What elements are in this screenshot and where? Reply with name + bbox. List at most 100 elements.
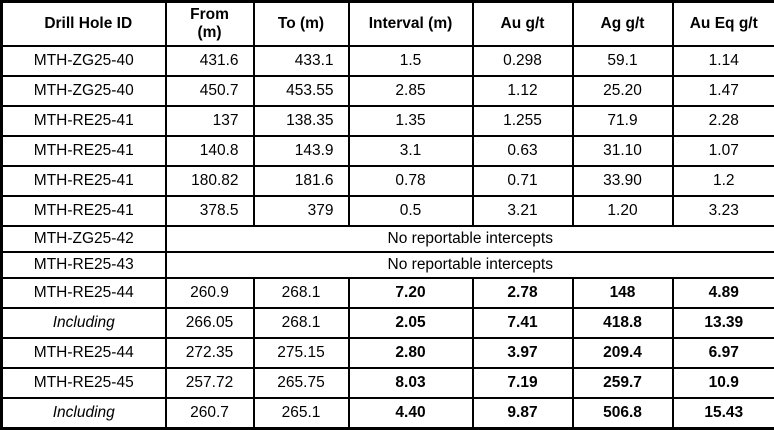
drill-hole-id-cell: Including <box>2 398 166 429</box>
ag-cell: 418.8 <box>573 308 673 338</box>
ag-cell: 25.20 <box>573 76 673 106</box>
drill-hole-id-cell: MTH-RE25-41 <box>2 106 166 136</box>
au-eq-cell: 13.39 <box>673 308 774 338</box>
from-cell: 272.35 <box>166 338 254 368</box>
au-eq-cell: 3.23 <box>673 196 774 226</box>
interval-cell: 0.78 <box>349 166 473 196</box>
au-eq-cell: 10.9 <box>673 368 774 398</box>
from-cell: 266.05 <box>166 308 254 338</box>
drill-hole-id-cell: MTH-ZG25-42 <box>2 226 166 252</box>
interval-cell: 2.80 <box>349 338 473 368</box>
col-header-au-eq: Au Eq g/t <box>673 2 774 47</box>
to-cell: 265.1 <box>254 398 349 429</box>
table-row: MTH-RE25-44 260.9 268.1 7.20 2.78 148 4.… <box>2 278 774 308</box>
drill-hole-id-cell: MTH-RE25-41 <box>2 136 166 166</box>
ag-cell: 71.9 <box>573 106 673 136</box>
au-eq-cell: 1.2 <box>673 166 774 196</box>
au-cell: 2.78 <box>473 278 573 308</box>
table-row: MTH-RE25-45 257.72 265.75 8.03 7.19 259.… <box>2 368 774 398</box>
au-cell: 1.12 <box>473 76 573 106</box>
no-intercepts-note-cell: No reportable intercepts <box>166 226 774 252</box>
au-eq-cell: 6.97 <box>673 338 774 368</box>
interval-cell: 1.35 <box>349 106 473 136</box>
table-row: MTH-ZG25-40 431.6 433.1 1.5 0.298 59.1 1… <box>2 46 774 76</box>
drill-hole-id-cell: MTH-ZG25-40 <box>2 76 166 106</box>
to-cell: 138.35 <box>254 106 349 136</box>
au-eq-cell: 1.07 <box>673 136 774 166</box>
interval-cell: 3.1 <box>349 136 473 166</box>
au-eq-cell: 15.43 <box>673 398 774 429</box>
to-cell: 275.15 <box>254 338 349 368</box>
au-cell: 3.21 <box>473 196 573 226</box>
from-cell: 378.5 <box>166 196 254 226</box>
to-cell: 268.1 <box>254 308 349 338</box>
ag-cell: 209.4 <box>573 338 673 368</box>
table-row-no-intercepts: MTH-RE25-43 No reportable intercepts <box>2 252 774 278</box>
au-eq-cell: 1.14 <box>673 46 774 76</box>
to-cell: 433.1 <box>254 46 349 76</box>
au-eq-cell: 4.89 <box>673 278 774 308</box>
table-row: MTH-ZG25-40 450.7 453.55 2.85 1.12 25.20… <box>2 76 774 106</box>
interval-cell: 1.5 <box>349 46 473 76</box>
interval-cell: 4.40 <box>349 398 473 429</box>
no-intercepts-note-cell: No reportable intercepts <box>166 252 774 278</box>
ag-cell: 1.20 <box>573 196 673 226</box>
to-cell: 265.75 <box>254 368 349 398</box>
col-header-to: To (m) <box>254 2 349 47</box>
ag-cell: 506.8 <box>573 398 673 429</box>
ag-cell: 33.90 <box>573 166 673 196</box>
from-cell: 431.6 <box>166 46 254 76</box>
from-cell: 260.9 <box>166 278 254 308</box>
from-cell: 137 <box>166 106 254 136</box>
ag-cell: 259.7 <box>573 368 673 398</box>
to-cell: 181.6 <box>254 166 349 196</box>
from-cell: 257.72 <box>166 368 254 398</box>
drill-hole-id-cell: MTH-RE25-44 <box>2 278 166 308</box>
drill-hole-id-cell: MTH-ZG25-40 <box>2 46 166 76</box>
au-cell: 7.41 <box>473 308 573 338</box>
ag-cell: 59.1 <box>573 46 673 76</box>
header-row: Drill Hole ID From (m) To (m) Interval (… <box>2 2 774 47</box>
table-row-including: Including 266.05 268.1 2.05 7.41 418.8 1… <box>2 308 774 338</box>
interval-cell: 7.20 <box>349 278 473 308</box>
col-header-from-label: From (m) <box>182 6 238 42</box>
au-cell: 0.63 <box>473 136 573 166</box>
from-cell: 180.82 <box>166 166 254 196</box>
au-eq-cell: 2.28 <box>673 106 774 136</box>
col-header-from: From (m) <box>166 2 254 47</box>
table-row: MTH-RE25-41 137 138.35 1.35 1.255 71.9 2… <box>2 106 774 136</box>
interval-cell: 0.5 <box>349 196 473 226</box>
au-cell: 7.19 <box>473 368 573 398</box>
to-cell: 453.55 <box>254 76 349 106</box>
interval-cell: 8.03 <box>349 368 473 398</box>
drill-hole-id-cell: MTH-RE25-41 <box>2 166 166 196</box>
drill-hole-id-cell: MTH-RE25-43 <box>2 252 166 278</box>
col-header-interval: Interval (m) <box>349 2 473 47</box>
table-row: MTH-RE25-41 140.8 143.9 3.1 0.63 31.10 1… <box>2 136 774 166</box>
table-row: MTH-RE25-44 272.35 275.15 2.80 3.97 209.… <box>2 338 774 368</box>
au-cell: 1.255 <box>473 106 573 136</box>
table-row: MTH-RE25-41 180.82 181.6 0.78 0.71 33.90… <box>2 166 774 196</box>
interval-cell: 2.85 <box>349 76 473 106</box>
from-cell: 140.8 <box>166 136 254 166</box>
table-row: MTH-RE25-41 378.5 379 0.5 3.21 1.20 3.23 <box>2 196 774 226</box>
au-cell: 9.87 <box>473 398 573 429</box>
drill-hole-id-cell: MTH-RE25-45 <box>2 368 166 398</box>
col-header-au: Au g/t <box>473 2 573 47</box>
drill-hole-id-cell: MTH-RE25-44 <box>2 338 166 368</box>
au-cell: 0.298 <box>473 46 573 76</box>
drill-hole-id-cell: Including <box>2 308 166 338</box>
to-cell: 268.1 <box>254 278 349 308</box>
au-cell: 3.97 <box>473 338 573 368</box>
ag-cell: 31.10 <box>573 136 673 166</box>
from-cell: 450.7 <box>166 76 254 106</box>
drill-hole-id-cell: MTH-RE25-41 <box>2 196 166 226</box>
ag-cell: 148 <box>573 278 673 308</box>
table-row-including: Including 260.7 265.1 4.40 9.87 506.8 15… <box>2 398 774 429</box>
to-cell: 143.9 <box>254 136 349 166</box>
au-cell: 0.71 <box>473 166 573 196</box>
au-eq-cell: 1.47 <box>673 76 774 106</box>
interval-cell: 2.05 <box>349 308 473 338</box>
